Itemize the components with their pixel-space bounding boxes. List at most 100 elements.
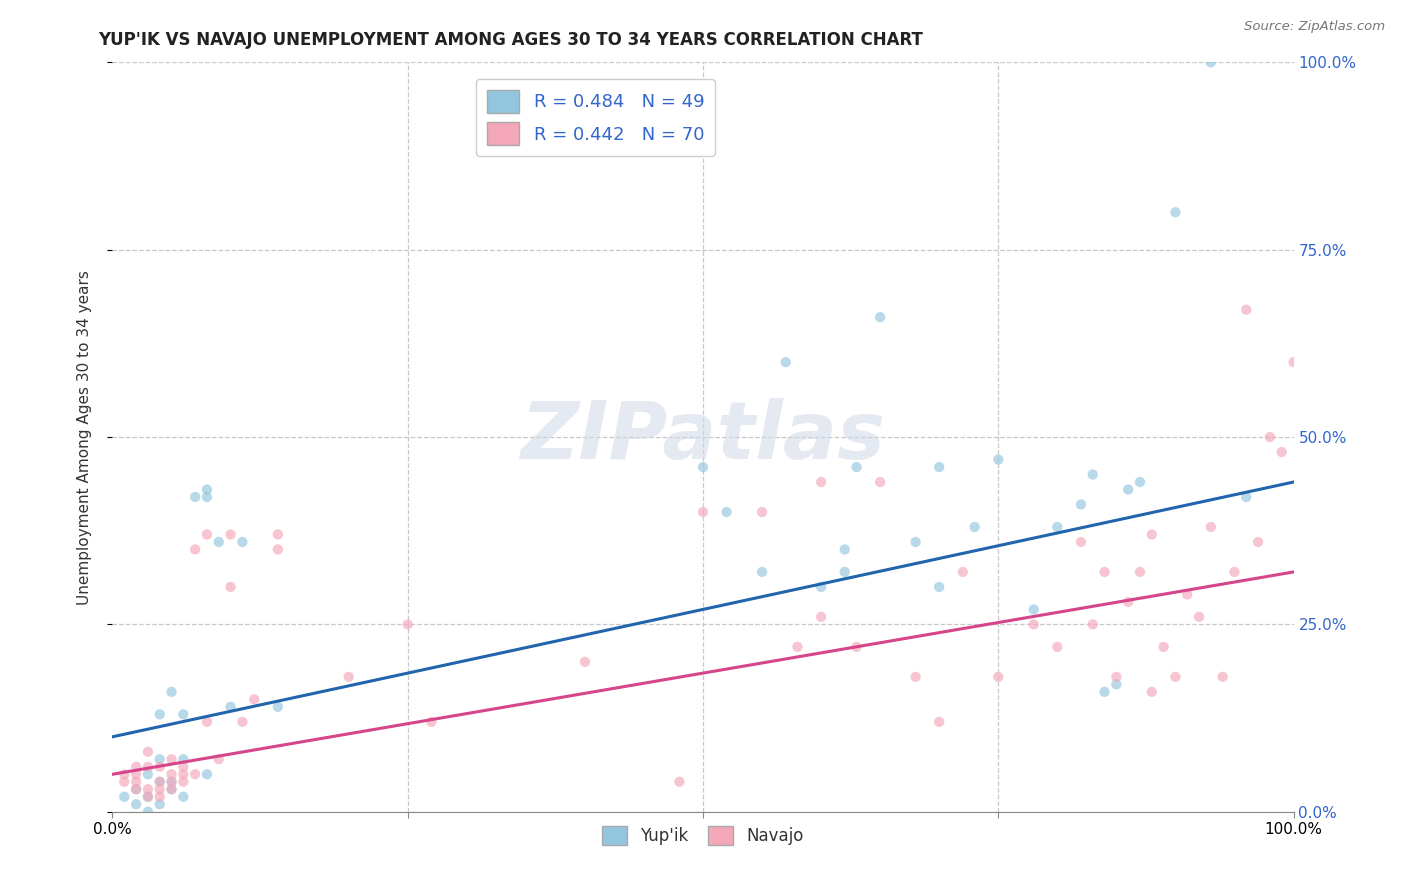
Point bbox=[1116, 483, 1139, 497]
Point bbox=[125, 774, 148, 789]
Point bbox=[1199, 520, 1222, 534]
Point bbox=[149, 774, 172, 789]
Point bbox=[267, 699, 290, 714]
Point bbox=[1282, 355, 1305, 369]
Text: YUP'IK VS NAVAJO UNEMPLOYMENT AMONG AGES 30 TO 34 YEARS CORRELATION CHART: YUP'IK VS NAVAJO UNEMPLOYMENT AMONG AGES… bbox=[98, 31, 924, 49]
Point bbox=[231, 714, 253, 729]
Point bbox=[184, 490, 207, 504]
Point bbox=[136, 789, 159, 804]
Point bbox=[195, 767, 218, 781]
Point bbox=[1070, 535, 1092, 549]
Point bbox=[208, 535, 231, 549]
Point bbox=[1247, 535, 1270, 549]
Point bbox=[160, 782, 183, 797]
Point bbox=[786, 640, 808, 654]
Point bbox=[172, 767, 194, 781]
Point bbox=[219, 580, 242, 594]
Point bbox=[112, 767, 135, 781]
Point bbox=[149, 789, 172, 804]
Point bbox=[219, 527, 242, 541]
Point bbox=[1199, 55, 1222, 70]
Point bbox=[136, 789, 159, 804]
Point bbox=[1022, 617, 1045, 632]
Point bbox=[195, 490, 218, 504]
Point bbox=[160, 774, 183, 789]
Text: Source: ZipAtlas.com: Source: ZipAtlas.com bbox=[1244, 20, 1385, 33]
Point bbox=[149, 797, 172, 812]
Y-axis label: Unemployment Among Ages 30 to 34 years: Unemployment Among Ages 30 to 34 years bbox=[77, 269, 91, 605]
Legend: Yup'ik, Navajo: Yup'ik, Navajo bbox=[595, 820, 811, 852]
Point bbox=[869, 310, 891, 325]
Point bbox=[125, 782, 148, 797]
Point bbox=[904, 670, 927, 684]
Point bbox=[928, 714, 950, 729]
Point bbox=[172, 774, 194, 789]
Point bbox=[1223, 565, 1246, 579]
Point bbox=[231, 535, 253, 549]
Point bbox=[668, 774, 690, 789]
Point bbox=[125, 782, 148, 797]
Point bbox=[112, 789, 135, 804]
Point bbox=[1258, 430, 1281, 444]
Point bbox=[928, 580, 950, 594]
Point bbox=[208, 752, 231, 766]
Point bbox=[775, 355, 797, 369]
Point bbox=[267, 527, 290, 541]
Point bbox=[125, 797, 148, 812]
Point bbox=[172, 760, 194, 774]
Point bbox=[160, 774, 183, 789]
Point bbox=[243, 692, 266, 706]
Point bbox=[195, 714, 218, 729]
Point bbox=[1212, 670, 1234, 684]
Point bbox=[337, 670, 360, 684]
Point bbox=[195, 483, 218, 497]
Point bbox=[125, 767, 148, 781]
Point bbox=[160, 767, 183, 781]
Point bbox=[810, 610, 832, 624]
Point bbox=[172, 707, 194, 722]
Point bbox=[219, 699, 242, 714]
Point bbox=[184, 767, 207, 781]
Point bbox=[1046, 640, 1069, 654]
Point bbox=[1046, 520, 1069, 534]
Point bbox=[692, 505, 714, 519]
Point bbox=[420, 714, 443, 729]
Point bbox=[987, 670, 1010, 684]
Point bbox=[845, 640, 868, 654]
Point bbox=[136, 782, 159, 797]
Point bbox=[869, 475, 891, 489]
Point bbox=[160, 782, 183, 797]
Point bbox=[1140, 685, 1163, 699]
Point bbox=[1094, 685, 1116, 699]
Point bbox=[1105, 670, 1128, 684]
Point bbox=[160, 685, 183, 699]
Point bbox=[136, 767, 159, 781]
Point bbox=[1140, 527, 1163, 541]
Point bbox=[810, 580, 832, 594]
Point bbox=[834, 542, 856, 557]
Text: ZIPatlas: ZIPatlas bbox=[520, 398, 886, 476]
Point bbox=[112, 774, 135, 789]
Point bbox=[1153, 640, 1175, 654]
Point bbox=[1234, 490, 1257, 504]
Point bbox=[149, 752, 172, 766]
Point bbox=[184, 542, 207, 557]
Point bbox=[952, 565, 974, 579]
Point bbox=[987, 452, 1010, 467]
Point bbox=[149, 774, 172, 789]
Point bbox=[751, 565, 773, 579]
Point bbox=[1105, 677, 1128, 691]
Point bbox=[149, 707, 172, 722]
Point bbox=[160, 752, 183, 766]
Point bbox=[1271, 445, 1294, 459]
Point bbox=[692, 460, 714, 475]
Point bbox=[1164, 670, 1187, 684]
Point bbox=[1129, 565, 1152, 579]
Point bbox=[834, 565, 856, 579]
Point bbox=[136, 745, 159, 759]
Point bbox=[1094, 565, 1116, 579]
Point bbox=[1164, 205, 1187, 219]
Point bbox=[1070, 498, 1092, 512]
Point bbox=[845, 460, 868, 475]
Point bbox=[1081, 467, 1104, 482]
